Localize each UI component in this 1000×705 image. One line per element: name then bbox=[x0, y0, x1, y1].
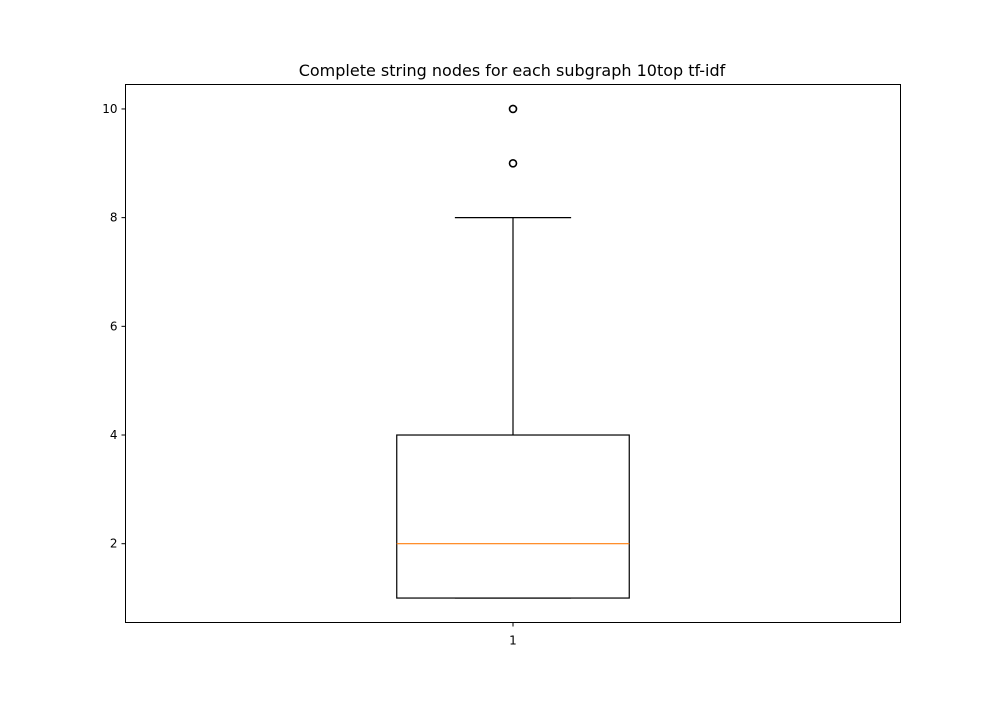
y-axis: 2 4 6 8 10 bbox=[102, 102, 126, 551]
box-iqr bbox=[396, 434, 630, 599]
y-tick-label: 4 bbox=[110, 428, 118, 442]
y-tick-label: 8 bbox=[110, 211, 118, 225]
x-axis: 1 bbox=[509, 622, 517, 648]
chart-title: Complete string nodes for each subgraph … bbox=[299, 61, 726, 80]
y-tick-label: 10 bbox=[102, 102, 117, 116]
x-tick-label: 1 bbox=[509, 634, 517, 648]
outlier-point bbox=[508, 104, 518, 114]
outlier-point bbox=[508, 158, 518, 168]
y-tick-label: 2 bbox=[110, 537, 118, 551]
y-tick-label: 6 bbox=[110, 319, 118, 333]
box-group bbox=[396, 104, 630, 599]
